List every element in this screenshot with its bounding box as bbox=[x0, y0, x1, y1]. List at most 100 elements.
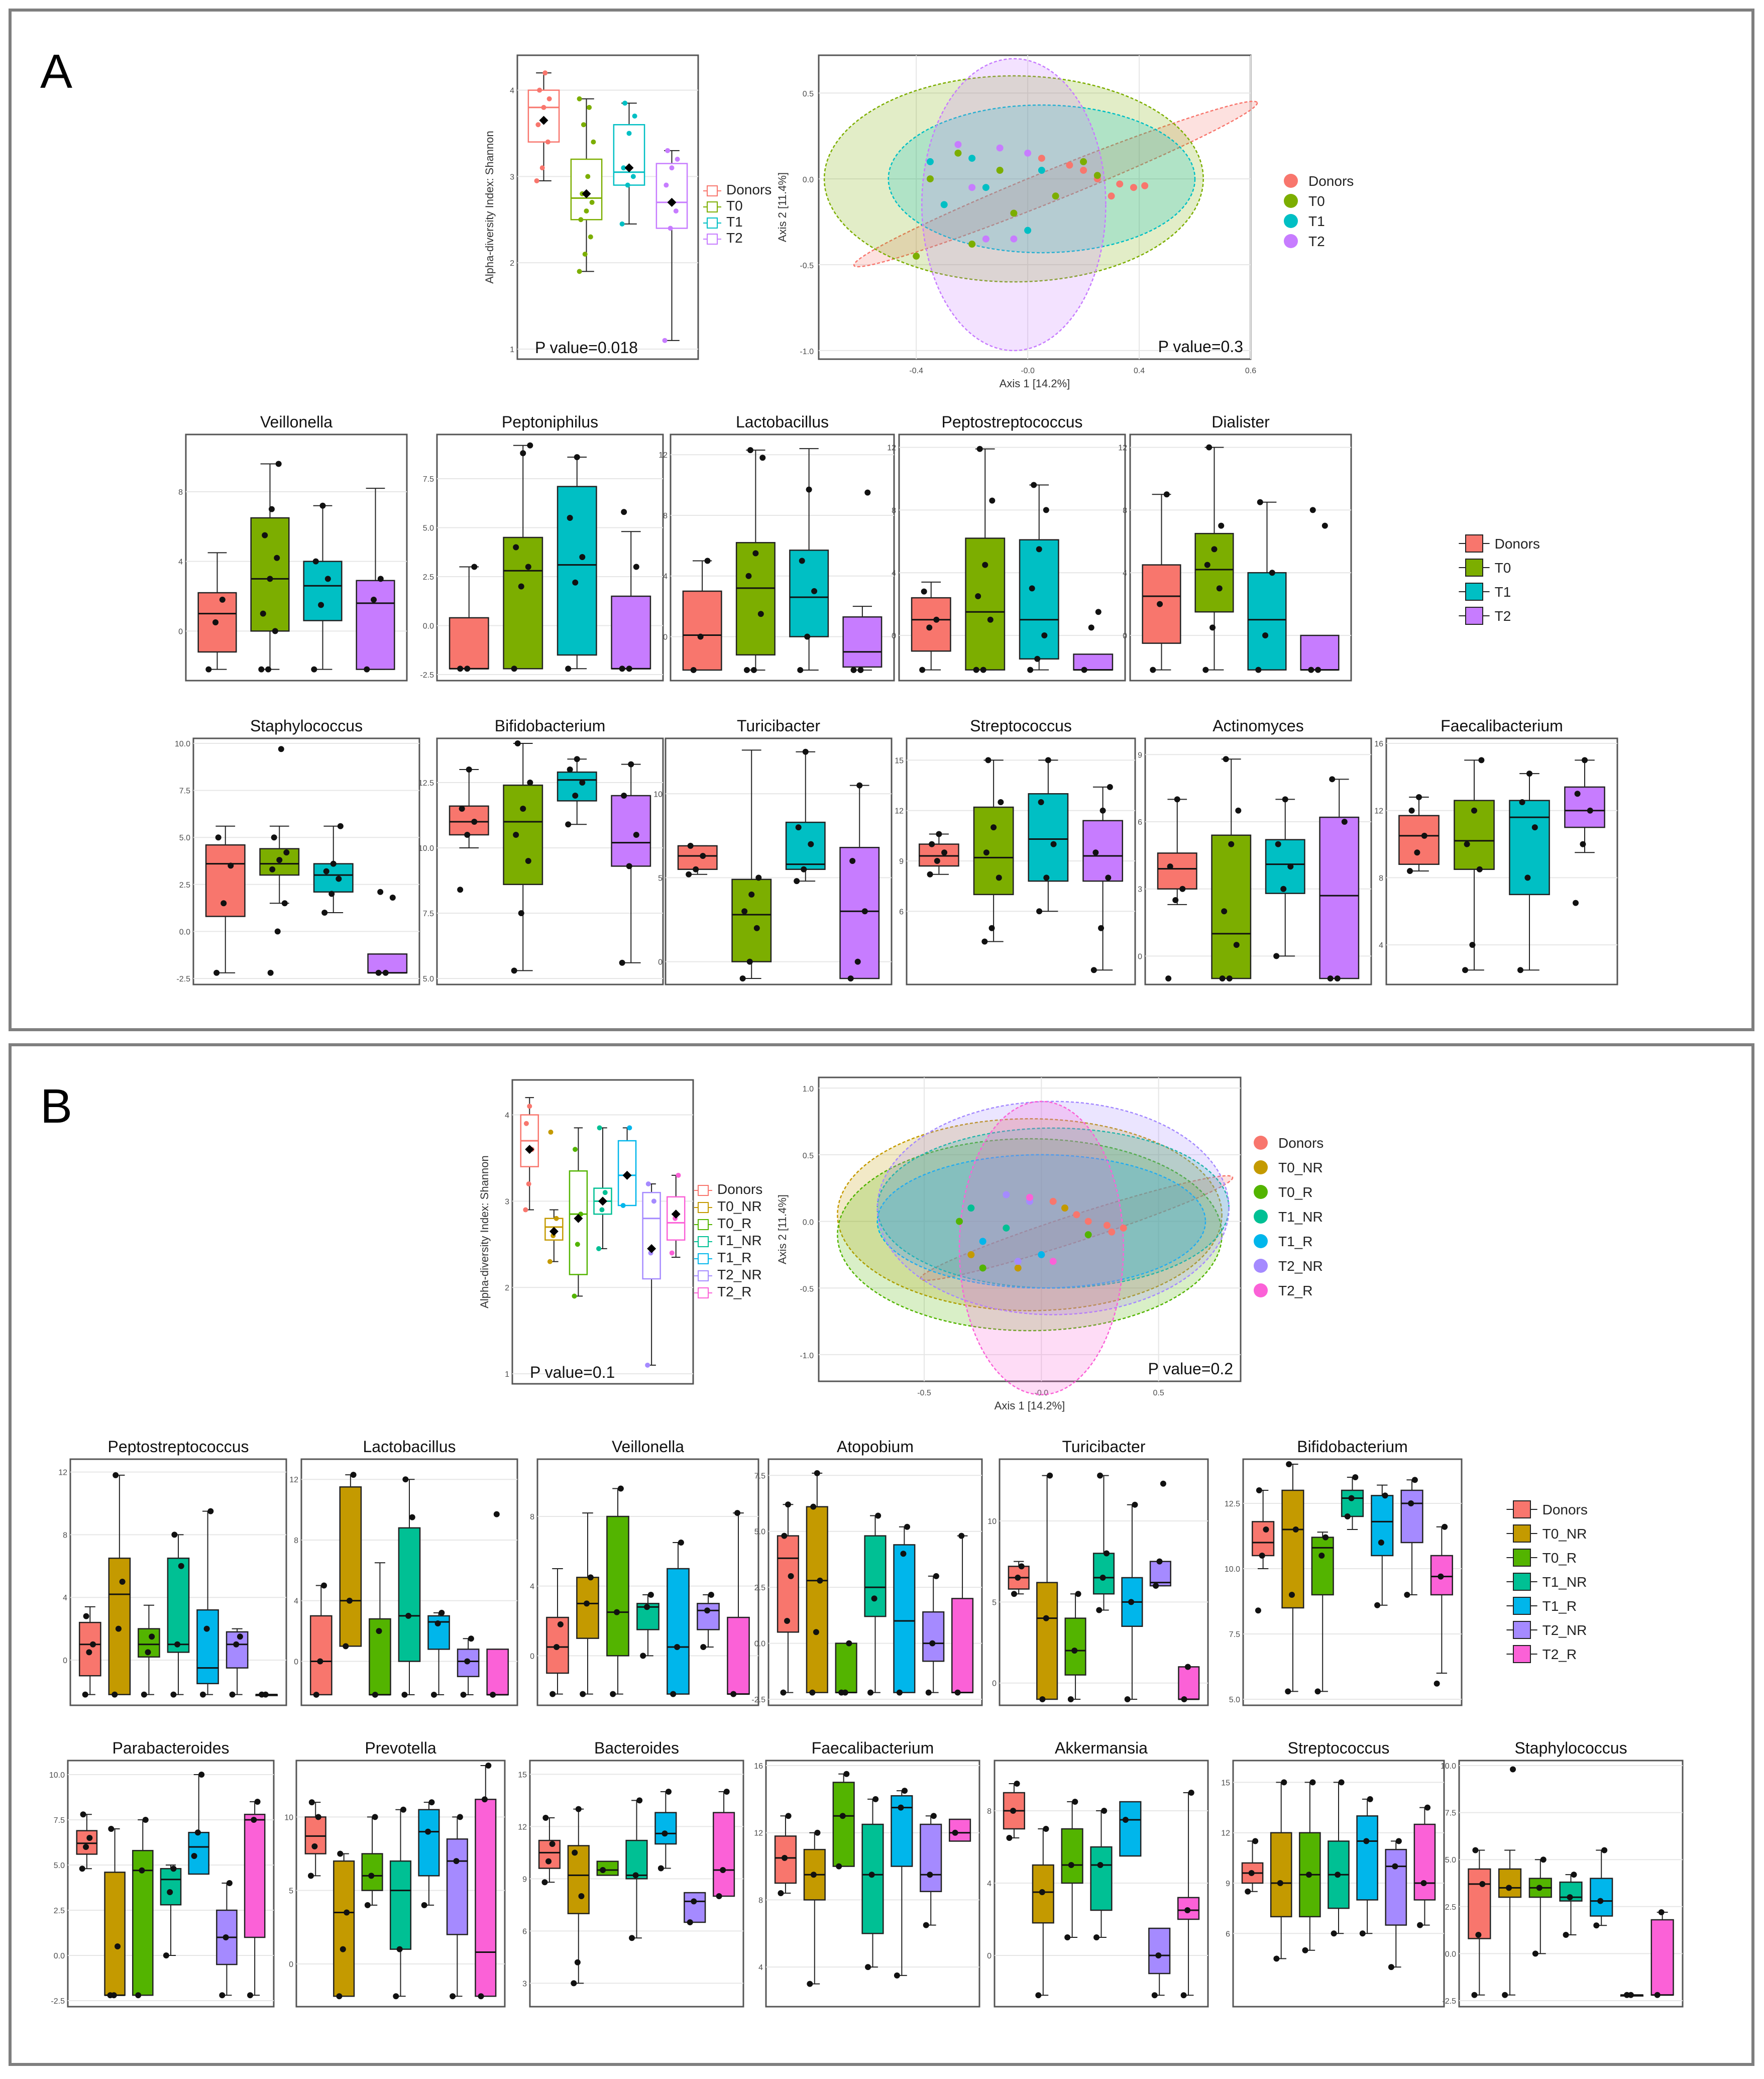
data-point bbox=[872, 1796, 879, 1802]
box-T1_R bbox=[654, 1812, 677, 1845]
box-T1_NR bbox=[167, 1557, 190, 1653]
data-point bbox=[1211, 546, 1218, 553]
point-T1_NR bbox=[967, 1205, 975, 1212]
data-point bbox=[810, 1872, 817, 1878]
y-tick-label: 2.5 bbox=[54, 1907, 65, 1915]
box-T2 bbox=[1300, 634, 1340, 671]
data-point bbox=[554, 1644, 560, 1650]
legend-box-T2 bbox=[1465, 607, 1483, 625]
data-point bbox=[587, 1574, 594, 1581]
data-point bbox=[1580, 841, 1586, 847]
box-T1_NR bbox=[160, 1868, 182, 1906]
y-tick-label: 10 bbox=[987, 1517, 997, 1526]
data-point bbox=[633, 564, 639, 570]
data-point bbox=[577, 96, 582, 101]
ellipse-T2_NR bbox=[876, 1101, 1230, 1316]
data-point bbox=[1226, 975, 1233, 981]
data-point bbox=[1093, 1934, 1100, 1940]
data-point bbox=[1034, 655, 1041, 662]
data-point bbox=[579, 780, 586, 786]
data-point bbox=[730, 1691, 737, 1697]
data-point bbox=[364, 1902, 371, 1908]
data-point bbox=[1292, 1526, 1299, 1533]
y-tick-label: 15 bbox=[1221, 1779, 1230, 1787]
data-point bbox=[1286, 1461, 1292, 1467]
data-point bbox=[675, 157, 680, 162]
x-tick-label: 0.6 bbox=[1245, 367, 1256, 375]
data-point bbox=[1302, 1947, 1308, 1953]
taxon-title: Streptococcus bbox=[970, 717, 1072, 735]
data-point bbox=[267, 576, 273, 582]
alpha-diversity-plot: 1 2 3 4 Alpha-diversity Index: Shannon P valu… bbox=[478, 1079, 762, 1385]
data-point bbox=[178, 1563, 184, 1569]
data-point bbox=[203, 1625, 210, 1632]
data-point bbox=[393, 1993, 399, 2000]
data-point bbox=[1416, 794, 1422, 800]
data-point bbox=[237, 1633, 243, 1640]
legend-box-Donors bbox=[707, 185, 718, 196]
data-point bbox=[112, 1691, 118, 1698]
x-axis-label: Axis 1 [14.2%] bbox=[995, 1399, 1065, 1412]
point-T2 bbox=[996, 144, 1004, 152]
data-point bbox=[344, 1909, 350, 1916]
p-value: P value=0.018 bbox=[535, 339, 638, 357]
data-point bbox=[549, 1841, 556, 1847]
box-Donors bbox=[1252, 1521, 1275, 1557]
data-point bbox=[1587, 807, 1593, 814]
data-point bbox=[666, 1789, 672, 1795]
legend-key-T0 bbox=[1284, 194, 1298, 208]
data-point bbox=[460, 1691, 467, 1698]
box-T1_NR bbox=[389, 1860, 412, 1950]
data-point bbox=[574, 1959, 581, 1965]
box-T1_NR bbox=[1092, 1553, 1115, 1595]
data-point bbox=[205, 666, 212, 673]
legend-label-T1_R: T1_R bbox=[1542, 1598, 1577, 1614]
data-point bbox=[400, 1806, 407, 1813]
y-axis-label: Axis 2 [11.4%] bbox=[776, 172, 789, 242]
box-T1 bbox=[789, 550, 829, 637]
point-Donors bbox=[1038, 155, 1045, 162]
y-axis-label: Alpha-diversity Index: Shannon bbox=[483, 131, 496, 284]
ellipse-Donors bbox=[853, 100, 1258, 268]
box-T1_R bbox=[188, 1831, 210, 1875]
x-tick-label: -0.0 bbox=[1035, 1389, 1049, 1397]
data-point bbox=[898, 1804, 904, 1811]
y-tick-label: 7.5 bbox=[754, 1472, 765, 1480]
data-point bbox=[1519, 799, 1525, 805]
data-point bbox=[1348, 1495, 1355, 1501]
panel-letter: B bbox=[40, 1079, 72, 1133]
data-point bbox=[1150, 667, 1156, 673]
data-point bbox=[989, 497, 996, 504]
x-tick-label: -0.0 bbox=[1021, 367, 1035, 375]
data-point bbox=[1039, 1889, 1045, 1895]
taxon-title: Akkermansia bbox=[1055, 1739, 1148, 1757]
data-point bbox=[1277, 1880, 1283, 1886]
data-point bbox=[1029, 585, 1035, 592]
data-point bbox=[464, 666, 471, 672]
point-T0_R bbox=[1084, 1231, 1092, 1239]
data-point bbox=[952, 1829, 958, 1836]
data-point bbox=[1438, 1573, 1444, 1580]
data-point bbox=[170, 1691, 177, 1698]
data-point bbox=[1105, 874, 1112, 881]
data-point bbox=[929, 1640, 936, 1647]
data-point bbox=[438, 1609, 445, 1616]
y-tick-label: 0 bbox=[530, 1652, 534, 1661]
y-tick-label: 3 bbox=[522, 1980, 527, 1988]
data-point bbox=[113, 1472, 119, 1478]
data-point bbox=[1157, 601, 1163, 607]
y-tick-label: 5.0 bbox=[423, 524, 434, 533]
data-point bbox=[1256, 1487, 1262, 1493]
legend-label-Donors: Donors bbox=[1542, 1502, 1588, 1517]
data-point bbox=[1209, 624, 1216, 631]
data-point bbox=[194, 1829, 201, 1836]
box-T2 bbox=[1073, 653, 1114, 671]
data-point bbox=[534, 178, 539, 183]
box-Donors bbox=[777, 1535, 800, 1633]
y-tick-label: 12 bbox=[887, 444, 896, 453]
box-T1_NR bbox=[864, 1535, 887, 1617]
data-point bbox=[1469, 942, 1476, 948]
data-point bbox=[1015, 1574, 1021, 1581]
point-T2 bbox=[1024, 149, 1032, 157]
legend-key-T2 bbox=[1284, 234, 1298, 248]
